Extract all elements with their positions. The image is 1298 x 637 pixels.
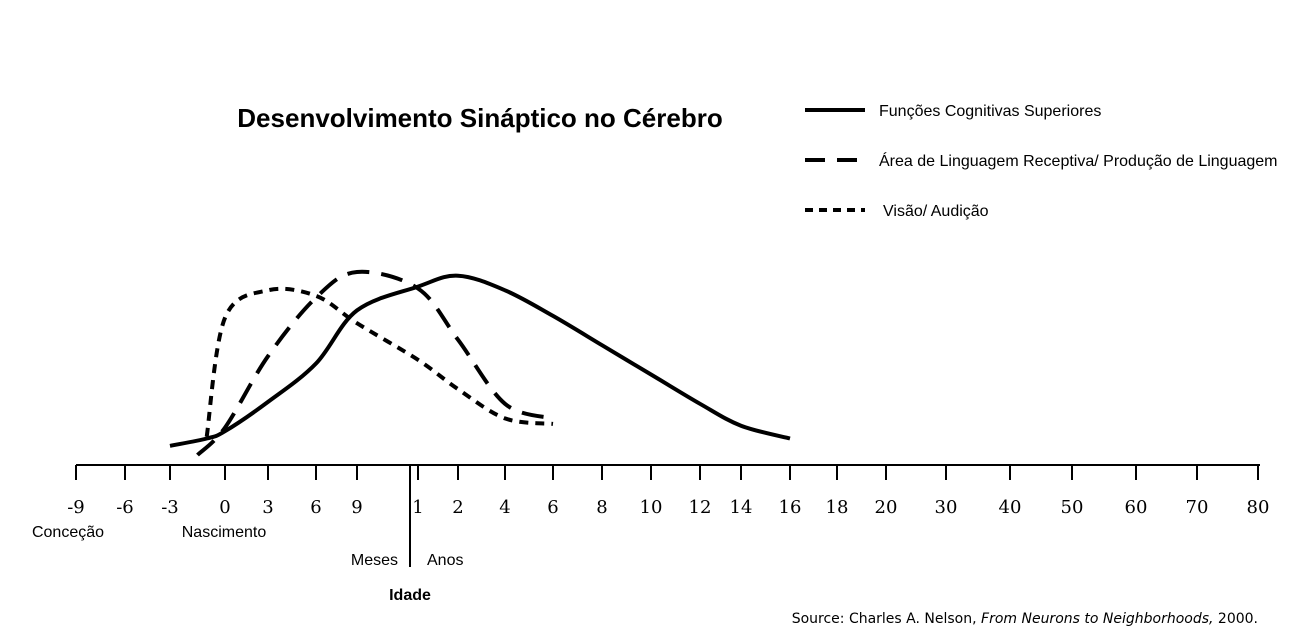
source-suffix: 2000.	[1213, 611, 1258, 627]
legend-label: Visão/ Audição	[883, 203, 989, 220]
x-tick-label: 14	[730, 497, 753, 518]
months-label: Meses	[351, 552, 398, 569]
curves	[169, 269, 791, 457]
x-tick-label: 1	[412, 497, 423, 518]
x-tick-label: 10	[640, 497, 663, 518]
series-line-dotted	[204, 286, 554, 437]
chart-title: Desenvolvimento Sináptico no Cérebro	[237, 103, 722, 133]
source-work: From Neurons to Neighborhoods,	[981, 611, 1213, 627]
x-tick-label: 30	[935, 497, 958, 518]
series-line-solid	[169, 273, 791, 448]
x-tick-label: 2	[452, 497, 463, 518]
series-line-dashed	[196, 269, 554, 457]
conception-label: Conceção	[32, 524, 104, 541]
x-tick-label: -3	[161, 497, 179, 518]
source-citation: Source: Charles A. Nelson, From Neurons …	[792, 611, 1258, 627]
x-tick-label: -9	[67, 497, 85, 518]
legend-label: Área de Linguagem Receptiva/ Produção de…	[879, 151, 1278, 170]
x-tick-label: 50	[1061, 497, 1084, 518]
x-tick-label: -6	[116, 497, 134, 518]
x-tick-label: 40	[999, 497, 1022, 518]
x-tick-label: 18	[826, 497, 849, 518]
x-axis-title: Idade	[389, 587, 431, 604]
x-tick-label: 80	[1247, 497, 1270, 518]
x-tick-label: 4	[499, 497, 510, 518]
x-tick-label: 16	[779, 497, 802, 518]
x-tick-label: 0	[219, 497, 230, 518]
x-tick-label: 9	[351, 497, 362, 518]
x-tick-label: 6	[310, 497, 321, 518]
x-tick-label: 6	[547, 497, 558, 518]
legend: Funções Cognitivas Superiores Área de Lin…	[805, 103, 1278, 220]
x-axis: -9 -6 -3 0 3 6 9 1 2 4 6 8 10 12 14 16 18 20 30 40 50 60 70 80C…	[32, 464, 1270, 604]
x-tick-label: 12	[689, 497, 712, 518]
x-tick-label: 20	[875, 497, 898, 518]
source-prefix: Source: Charles A. Nelson,	[792, 611, 981, 627]
years-label: Anos	[427, 552, 463, 569]
legend-label: Funções Cognitivas Superiores	[879, 103, 1101, 120]
x-tick-label: 3	[262, 497, 273, 518]
x-tick-label: 8	[596, 497, 607, 518]
x-tick-label: 70	[1186, 497, 1209, 518]
birth-label: Nascimento	[182, 524, 267, 541]
x-tick-label: 60	[1125, 497, 1148, 518]
